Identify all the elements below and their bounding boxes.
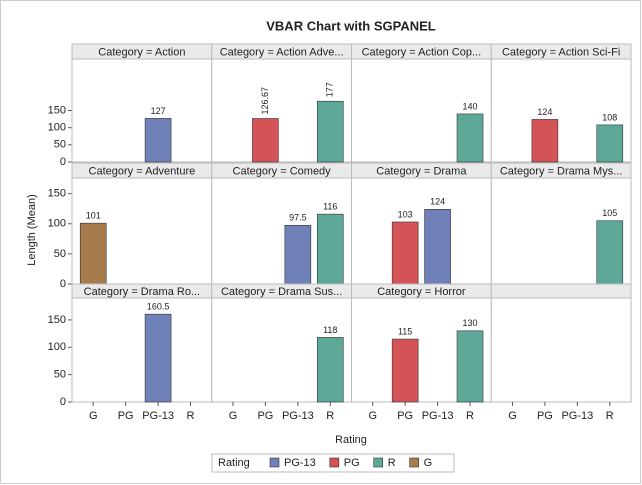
panel-title: Category = Drama Mys...: [500, 165, 623, 177]
y-tick-label: 0: [60, 156, 66, 168]
x-axis-label: Rating: [335, 434, 367, 446]
bar: [596, 124, 624, 163]
value-label: 124: [430, 197, 445, 207]
x-tick-label: G: [89, 410, 98, 422]
y-tick-label: 100: [48, 218, 66, 230]
bar: [531, 119, 559, 163]
value-label: 177: [325, 82, 335, 97]
x-tick-label: PG-13: [142, 410, 174, 422]
panel: [490, 297, 632, 403]
y-tick-label: 100: [48, 122, 66, 134]
legend-swatch: [269, 457, 280, 468]
x-tick-label: PG: [397, 410, 413, 422]
legend-label: R: [388, 457, 396, 469]
bar: [79, 222, 107, 285]
panel-title: Category = Adventure: [89, 165, 196, 177]
bar: [456, 330, 484, 403]
bar: [596, 220, 624, 285]
legend-swatch: [329, 457, 340, 468]
panel: [351, 177, 492, 285]
y-tick-label: 100: [48, 341, 66, 353]
x-tick-label: R: [606, 410, 614, 422]
legend-label: PG: [344, 457, 360, 469]
bar: [144, 313, 172, 403]
legend-swatch: [373, 457, 384, 468]
x-tick-label: R: [187, 410, 195, 422]
y-axis-label: Length (Mean): [26, 194, 38, 266]
bar: [316, 213, 344, 285]
panel: [71, 58, 213, 163]
x-tick-label: G: [229, 410, 238, 422]
legend-title: Rating: [218, 457, 250, 469]
bar: [391, 221, 419, 285]
x-tick-label: PG-13: [282, 410, 314, 422]
value-label: 105: [602, 208, 617, 218]
x-tick-label: G: [368, 410, 377, 422]
bar: [424, 209, 451, 285]
panel-title: Category = Drama Sus...: [221, 286, 342, 298]
panel-title: Category = Horror: [377, 286, 466, 298]
y-tick-label: 0: [60, 396, 66, 408]
bar: [284, 224, 312, 285]
x-tick-label: R: [466, 410, 474, 422]
x-tick-label: PG-13: [422, 410, 454, 422]
panel: [71, 297, 213, 403]
panel-title: Category = Action Sci-Fi: [502, 46, 620, 58]
value-label: 103: [398, 209, 413, 219]
y-tick-label: 0: [60, 278, 66, 290]
y-tick-label: 150: [48, 188, 66, 200]
legend-label: PG-13: [284, 457, 316, 469]
chart-title: VBAR Chart with SGPANEL: [266, 18, 436, 33]
bar: [456, 113, 484, 163]
panel-title: Category = Action Adve...: [220, 46, 344, 58]
panel-title: Category = Drama Ro...: [84, 286, 200, 298]
panel-title: Category = Comedy: [233, 165, 332, 177]
y-tick-label: 150: [48, 314, 66, 326]
bar: [391, 338, 419, 403]
bar: [252, 118, 279, 163]
x-tick-label: PG: [118, 410, 134, 422]
y-tick-label: 50: [54, 248, 66, 260]
x-tick-label: G: [508, 410, 517, 422]
value-label: 116: [323, 202, 337, 212]
value-label: 160.5: [147, 302, 170, 312]
bar: [316, 100, 344, 163]
value-label: 118: [323, 325, 337, 335]
value-label: 101: [86, 211, 101, 221]
x-tick-label: PG-13: [561, 410, 593, 422]
y-tick-label: 150: [48, 104, 66, 116]
value-label: 108: [602, 112, 617, 122]
value-label: 126.67: [260, 87, 270, 115]
panel-title: Category = Drama: [376, 165, 467, 177]
value-label: 97.5: [289, 213, 307, 223]
x-tick-label: PG: [537, 410, 553, 422]
y-tick-label: 50: [54, 139, 66, 151]
value-label: 130: [463, 318, 478, 328]
x-tick-label: R: [326, 410, 334, 422]
legend-swatch: [409, 457, 419, 468]
panel-title: Category = Action: [98, 46, 185, 58]
legend-label: G: [424, 457, 433, 469]
panel-title: Category = Action Cop...: [362, 46, 482, 58]
panel-header: [490, 283, 632, 299]
value-label: 127: [151, 106, 166, 116]
bar: [144, 118, 172, 163]
value-label: 115: [398, 326, 412, 336]
value-label: 140: [463, 101, 478, 111]
value-label: 124: [537, 107, 552, 117]
y-tick-label: 50: [54, 369, 66, 381]
bar: [316, 337, 344, 403]
x-tick-label: PG: [257, 410, 273, 422]
